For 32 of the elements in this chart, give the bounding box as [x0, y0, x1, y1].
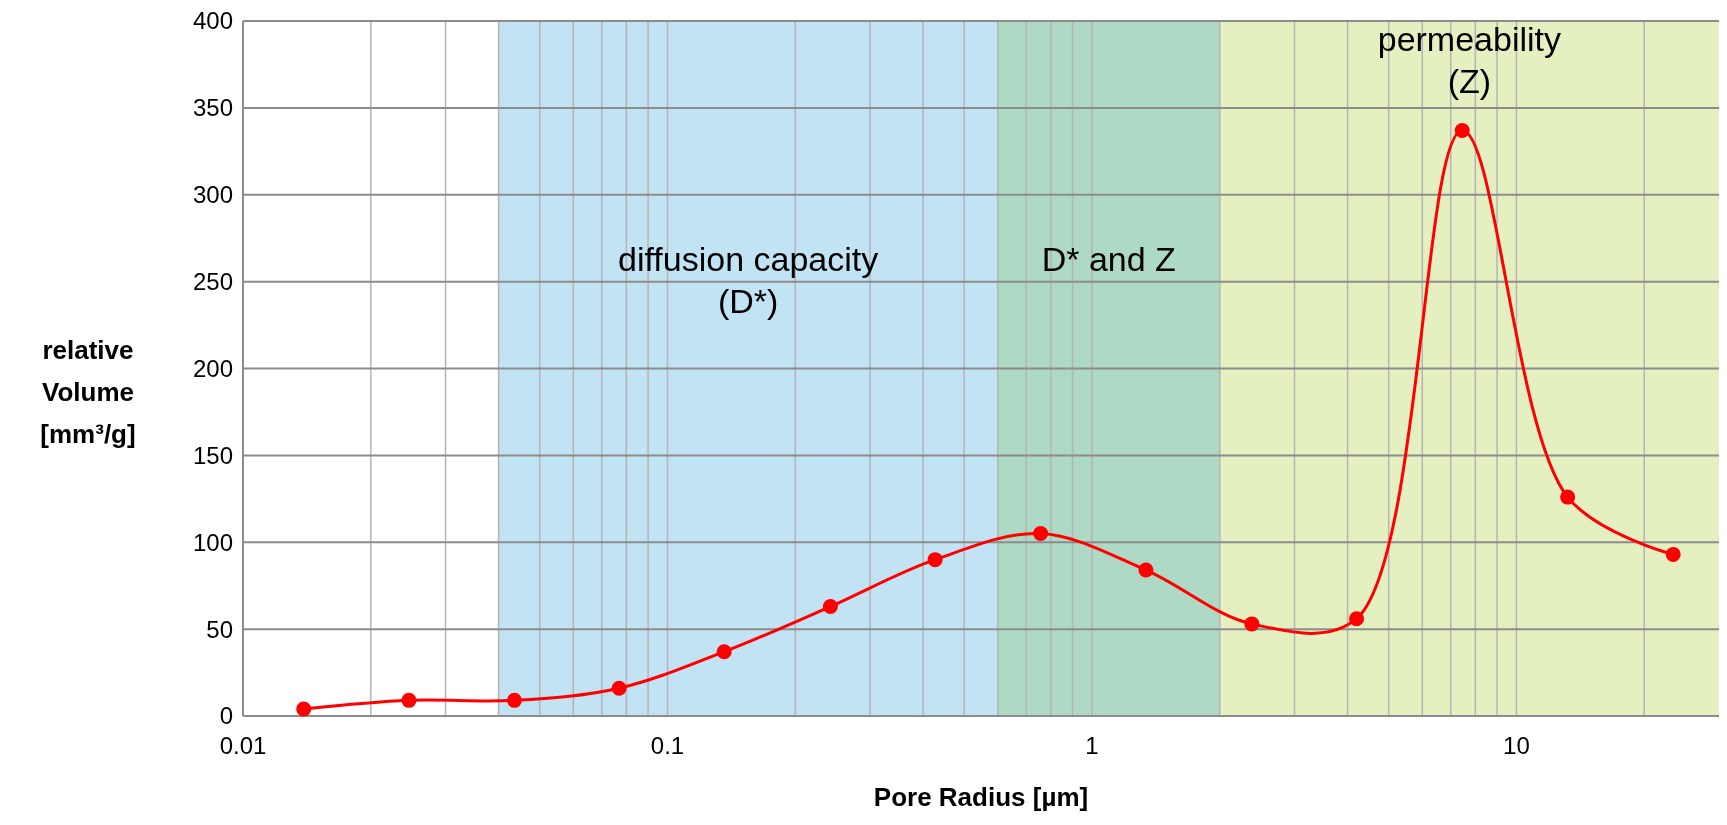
y-tick-label: 250: [192, 268, 233, 296]
point: [296, 701, 312, 717]
point: [506, 692, 522, 708]
point: [1560, 489, 1576, 505]
x-axis-title: Pore Radius [µm]: [873, 782, 1089, 812]
point: [401, 692, 417, 708]
x-tick-label: 10: [1503, 732, 1530, 759]
y-tick-label: 0: [219, 702, 233, 730]
y-tick-label: 400: [192, 7, 233, 35]
point: [611, 680, 627, 696]
band-label: D* and Z: [1041, 240, 1176, 279]
y-axis-title: relative Volume [mm³/g]: [40, 334, 136, 449]
x-tick-label: 1: [1085, 732, 1099, 759]
y-tick-label: 100: [192, 528, 233, 556]
point: [1454, 122, 1470, 138]
point: [1138, 562, 1154, 578]
y-tick-label: 300: [192, 181, 233, 209]
y-tick-label: 200: [192, 354, 233, 382]
y-tick-label: 350: [192, 94, 233, 122]
point: [1349, 611, 1365, 627]
y-tick-label: 50: [206, 615, 233, 643]
band-label: permeability (Z): [1377, 20, 1562, 100]
point: [1244, 616, 1260, 632]
band-label: diffusion capacity (D*): [618, 240, 879, 321]
x-tick-label: 0.01: [219, 732, 267, 759]
point: [716, 644, 732, 660]
point: [1665, 546, 1681, 562]
point: [1033, 526, 1049, 542]
x-tick-label: 0.1: [650, 732, 685, 759]
y-tick-label: 150: [192, 441, 233, 469]
point: [822, 599, 838, 615]
point: [927, 552, 943, 568]
